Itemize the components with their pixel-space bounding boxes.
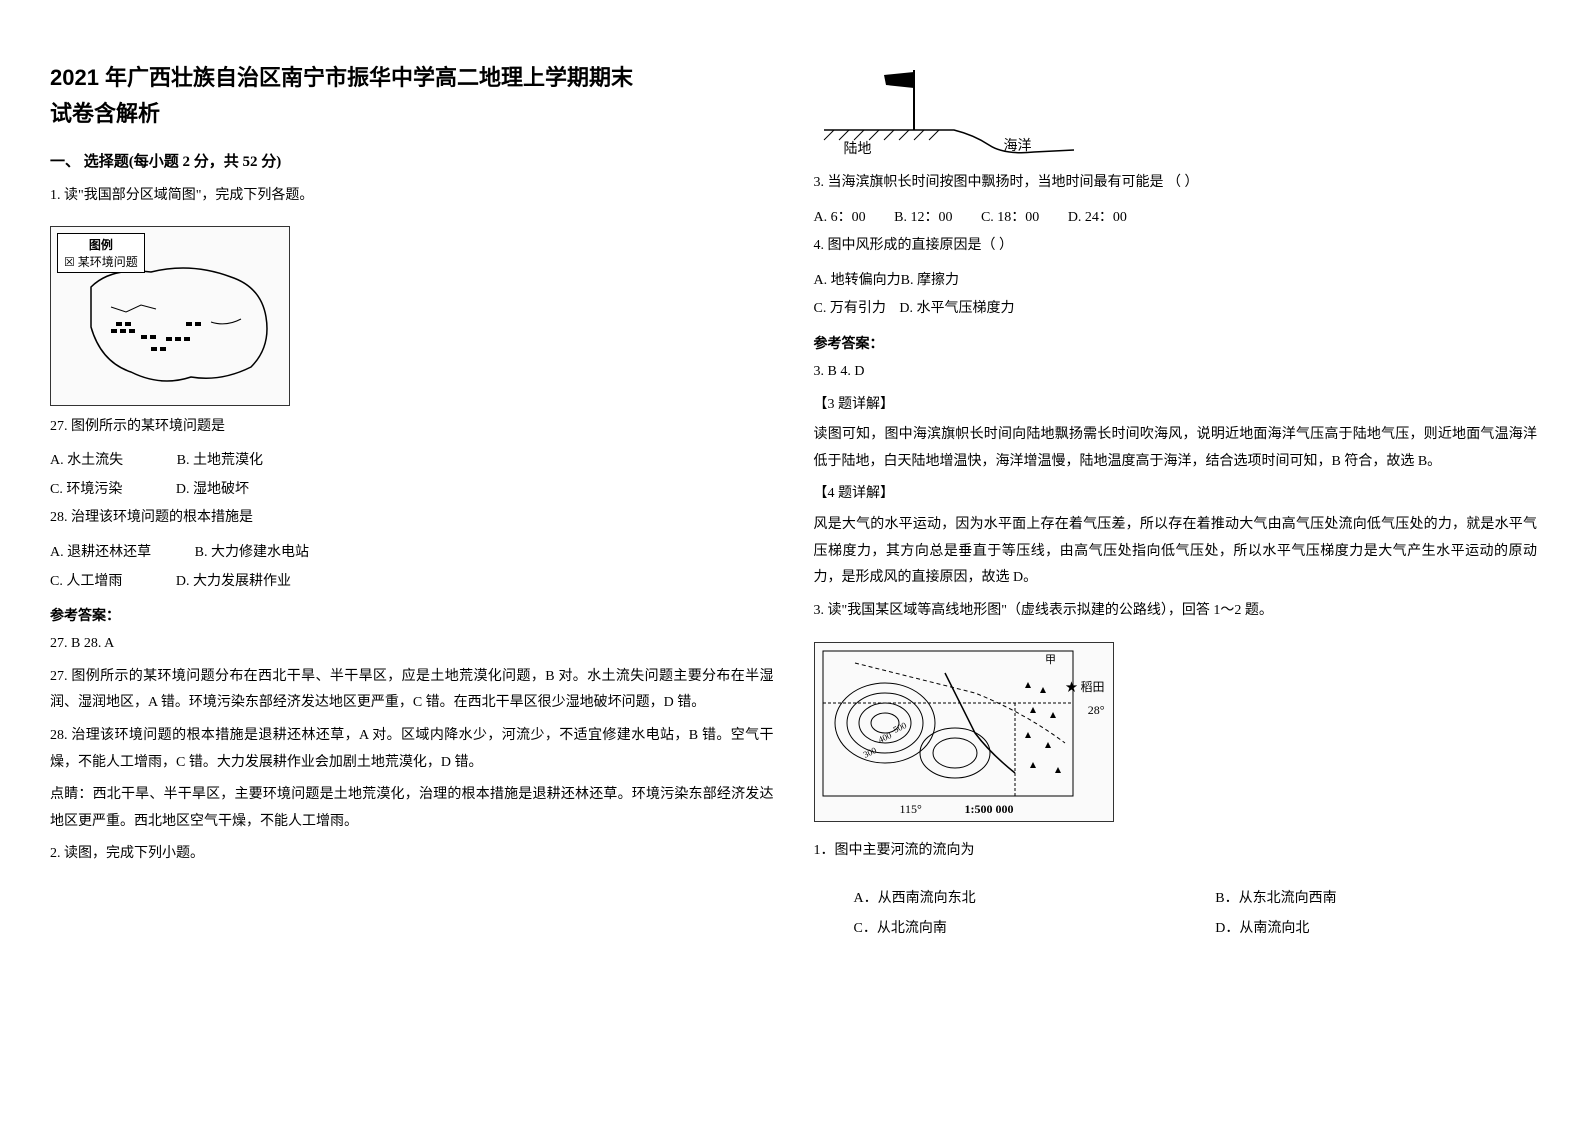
q2-detail3-text: 读图可知，图中海滨旗帜长时间向陆地飘扬需长时间吹海风，说明近地面海洋气压高于陆地… (814, 422, 1538, 475)
opt-q3-1a: A．从西南流向东北 (854, 887, 1176, 907)
opt-q3-1c: C．从北流向南 (854, 917, 1176, 937)
q1-exp28: 28. 治理该环境问题的根本措施是退耕还林还草，A 对。区域内降水少，河流少，不… (50, 723, 774, 776)
ocean-label: 海洋 (1004, 135, 1032, 155)
document-title-line2: 试卷含解析 (50, 96, 774, 128)
opt-28b: B. 大力修建水电站 (195, 545, 309, 560)
section-heading: 一、 选择题(每小题 2 分，共 52 分) (50, 150, 774, 171)
q1-sub28-opts-cd: C. 人工增雨 D. 大力发展耕作业 (50, 569, 774, 596)
q1-sub28-opts-ab: A. 退耕还林还草 B. 大力修建水电站 (50, 540, 774, 567)
q1-sub27-opts-cd: C. 环境污染 D. 湿地破坏 (50, 477, 774, 504)
q2-stem: 2. 读图，完成下列小题。 (50, 841, 774, 868)
q1-sub27-stem: 27. 图例所示的某环境问题是 (50, 414, 774, 441)
q1-answer-label: 参考答案： (50, 605, 774, 625)
q1-answer-line: 27. B 28. A (50, 631, 774, 658)
opt-3d: D. 24：00 (1068, 210, 1127, 225)
document-title-line1: 2021 年广西壮族自治区南宁市振华中学高二地理上学期期末 (50, 60, 774, 92)
q2-sub4-opts-ab: A. 地转偏向力B. 摩擦力 (814, 268, 1538, 295)
opt-27d: D. 湿地破坏 (176, 482, 249, 497)
opt-27c: C. 环境污染 (50, 482, 122, 497)
svg-text:甲: 甲 (1045, 654, 1056, 666)
page-container: 2021 年广西壮族自治区南宁市振华中学高二地理上学期期末 试卷含解析 一、 选… (50, 60, 1537, 1062)
opt-q3-1d: D．从南流向北 (1215, 917, 1537, 937)
opt-27a: A. 水土流失 (50, 453, 123, 468)
q1-map-figure: 图例 ☒ 某环境问题 (50, 226, 290, 406)
q3-stem: 3. 读"我国某区域等高线地形图"（虚线表示拟建的公路线），回答 1～2 题。 (814, 598, 1538, 625)
q2-sub3-opts: A. 6：00 B. 12：00 C. 18：00 D. 24：00 (814, 205, 1538, 232)
opt-4b: B. 摩擦力 (901, 273, 959, 288)
q2-sub4-opts-cd: C. 万有引力 D. 水平气压梯度力 (814, 296, 1538, 323)
legend-title: 图例 (64, 236, 138, 253)
opt-3b: B. 12：00 (894, 210, 952, 225)
q3-option-grid: A．从西南流向东北 B．从东北流向西南 C．从北流向南 D．从南流向北 (854, 887, 1538, 937)
q1-legend: 图例 ☒ 某环境问题 (57, 233, 145, 273)
q2-flag-figure: 陆地 海洋 (814, 60, 1094, 160)
q2-answer-line: 3. B 4. D (814, 359, 1538, 386)
legend-item: ☒ 某环境问题 (64, 253, 138, 270)
svg-text:500: 500 (891, 720, 908, 735)
opt-3c: C. 18：00 (981, 210, 1039, 225)
q2-detail4-label: 【4 题详解】 (814, 481, 1538, 508)
q2-sub3-stem: 3. 当海滨旗帜长时间按图中飘扬时，当地时间最有可能是 （ ） (814, 170, 1538, 197)
land-label: 陆地 (844, 138, 872, 158)
q2-answer-label: 参考答案： (814, 333, 1538, 353)
opt-4a: A. 地转偏向力 (814, 273, 901, 288)
left-column: 2021 年广西壮族自治区南宁市振华中学高二地理上学期期末 试卷含解析 一、 选… (50, 60, 774, 1062)
q3-contour-figure: 300 400 500 甲 ★ 稻田 28° 115° 1:500 000 (814, 642, 1114, 822)
contour-svg: 300 400 500 甲 (815, 643, 1115, 823)
opt-27b: B. 土地荒漠化 (177, 453, 263, 468)
q1-stem: 1. 读"我国部分区域简图"，完成下列各题。 (50, 183, 774, 210)
svg-text:300: 300 (861, 745, 878, 760)
opt-28c: C. 人工增雨 (50, 574, 122, 589)
opt-3a: A. 6：00 (814, 210, 866, 225)
opt-q3-1b: B．从东北流向西南 (1215, 887, 1537, 907)
scale-label: 1:500 000 (965, 802, 1014, 817)
q1-exp-tip: 点睛：西北干旱、半干旱区，主要环境问题是土地荒漠化，治理的根本措施是退耕还林还草… (50, 782, 774, 835)
legend-paddy: ★ 稻田 (1065, 678, 1104, 695)
q1-exp27: 27. 图例所示的某环境问题分布在西北干旱、半干旱区，应是土地荒漠化问题，B 对… (50, 664, 774, 717)
q2-detail3-label: 【3 题详解】 (814, 392, 1538, 419)
opt-4c: C. 万有引力 (814, 301, 886, 316)
q3-sub1-stem: 1．图中主要河流的流向为 (814, 838, 1538, 865)
lat-label: 28° (1088, 703, 1105, 718)
opt-28a: A. 退耕还林还草 (50, 545, 151, 560)
opt-28d: D. 大力发展耕作业 (176, 574, 291, 589)
lon-label: 115° (900, 802, 922, 817)
q2-detail4-text: 风是大气的水平运动，因为水平面上存在着气压差，所以存在着推动大气由高气压处流向低… (814, 512, 1538, 592)
q2-sub4-stem: 4. 图中风形成的直接原因是（ ） (814, 233, 1538, 260)
q1-sub28-stem: 28. 治理该环境问题的根本措施是 (50, 505, 774, 532)
opt-4d: D. 水平气压梯度力 (899, 301, 1014, 316)
q1-sub27-opts-ab: A. 水土流失 B. 土地荒漠化 (50, 448, 774, 475)
right-column: 陆地 海洋 3. 当海滨旗帜长时间按图中飘扬时，当地时间最有可能是 （ ） A.… (814, 60, 1538, 1062)
